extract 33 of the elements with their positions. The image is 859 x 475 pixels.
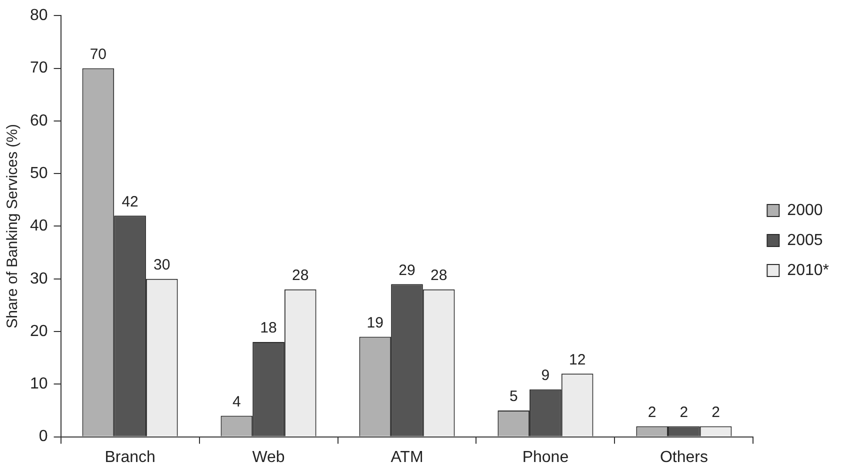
y-tick-label: 60 (30, 112, 48, 130)
data-label: 4 (232, 393, 241, 410)
x-tick-label: Branch (104, 448, 156, 466)
data-label: 28 (430, 267, 448, 284)
data-label: 5 (509, 388, 518, 406)
data-label: 2 (712, 404, 720, 421)
x-tick-label: Web (252, 448, 285, 466)
data-label: 2 (680, 404, 688, 421)
legend-label: 2010* (787, 262, 830, 279)
legend-label: 2000 (787, 202, 823, 219)
data-label: 18 (260, 320, 277, 337)
data-label: 12 (568, 351, 586, 368)
x-tick-label: Phone (522, 448, 569, 466)
data-label: 42 (122, 193, 138, 210)
data-label: 28 (292, 267, 309, 284)
y-tick-label: 10 (30, 376, 48, 393)
y-tick-label: 70 (30, 60, 48, 77)
y-tick-label: 40 (30, 218, 48, 235)
data-label: 29 (398, 262, 416, 279)
data-label: 30 (154, 256, 170, 274)
data-label: 9 (541, 367, 550, 384)
y-tick-label: 30 (30, 270, 48, 288)
y-tick-label: 50 (30, 164, 48, 182)
legend-label: 2005 (787, 232, 823, 249)
data-label: 19 (366, 314, 384, 332)
y-tick-label: 80 (30, 7, 48, 24)
y-axis-title: Share of Banking Services (%) (4, 124, 22, 328)
x-tick-label: ATM (390, 448, 424, 466)
y-tick-label: 0 (38, 428, 48, 446)
x-tick-label: Others (660, 448, 708, 466)
data-label: 2 (648, 404, 656, 421)
y-tick-label: 20 (30, 322, 48, 340)
data-label: 70 (90, 46, 107, 63)
